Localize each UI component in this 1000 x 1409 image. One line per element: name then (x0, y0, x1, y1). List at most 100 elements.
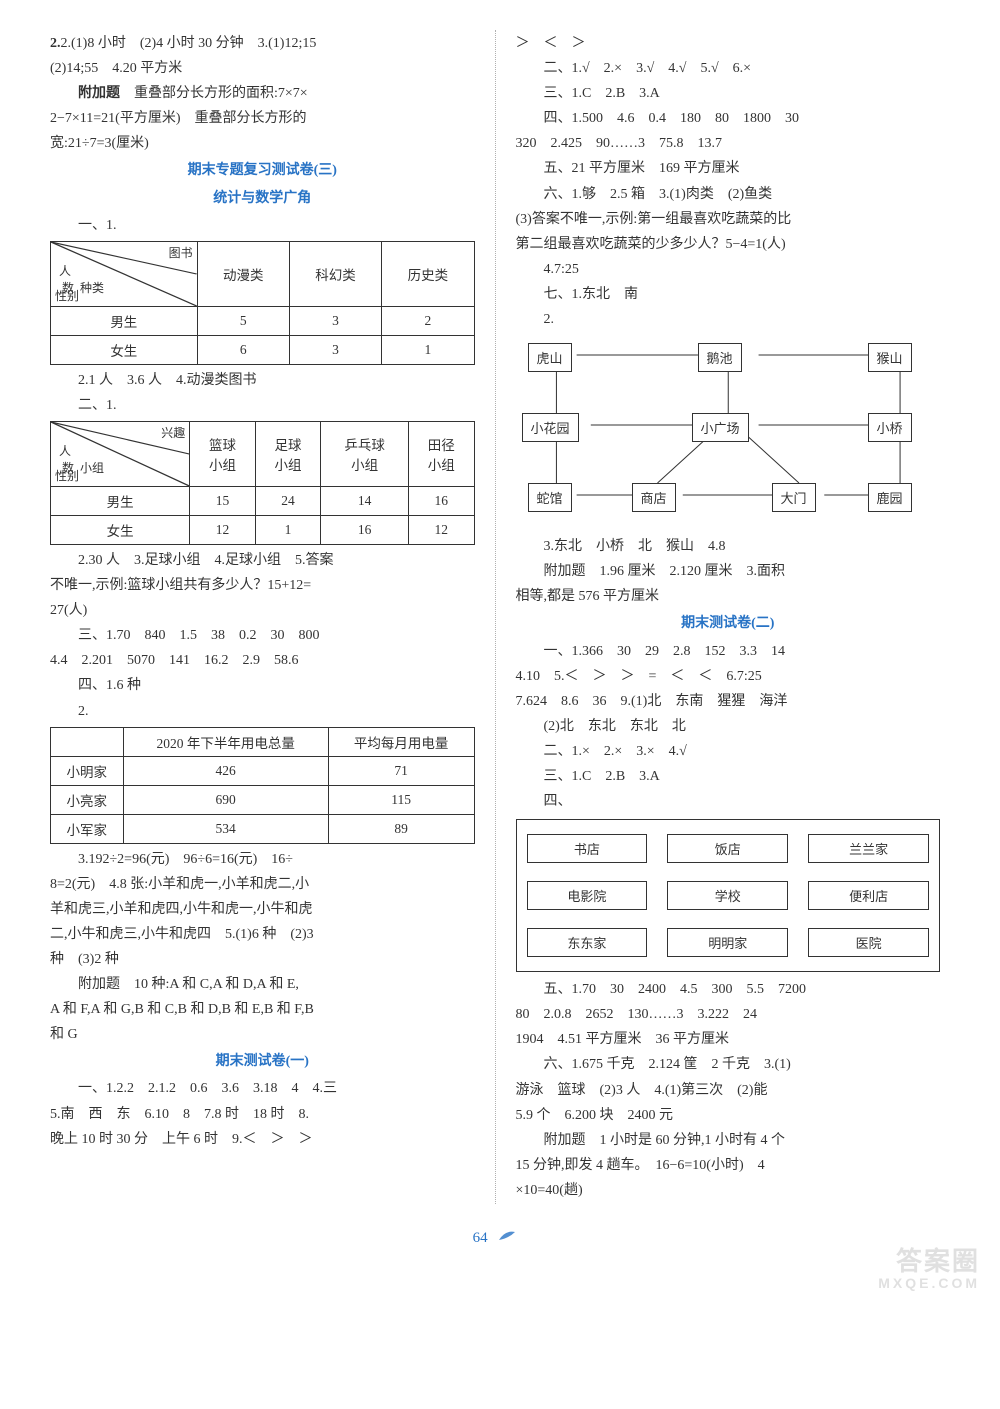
table-row: 小明家42671 (51, 756, 475, 785)
text: 游泳 篮球 (2)3 人 4.(1)第三次 (2)能 (516, 1079, 941, 1102)
section-heading: 统计与数学广角 (50, 187, 475, 210)
map-node: 鹿园 (868, 483, 912, 512)
map-node: 猴山 (868, 343, 912, 372)
text: 5.9 个 6.200 块 2400 元 (516, 1104, 941, 1127)
text: 三、1.70 840 1.5 38 0.2 30 800 (50, 624, 475, 647)
text: 附加题 重叠部分长方形的面积:7×7× (50, 82, 475, 105)
text: 二、1.√ 2.× 3.√ 4.√ 5.√ 6.× (516, 57, 941, 80)
table-electricity: 2020 年下半年用电总量 平均每月用电量 小明家42671 小亮家690115… (50, 727, 475, 844)
text: 和 G (50, 1023, 475, 1046)
text: 7.624 8.6 36 9.(1)北 东南 猩猩 海洋 (516, 690, 941, 713)
text: 三、1.C 2.B 3.A (516, 765, 941, 788)
text: 附加题 1 小时是 60 分钟,1 小时有 4 个 (516, 1129, 941, 1152)
text: 晚上 10 时 30 分 上午 6 时 9.＜ ＞ ＞ (50, 1128, 475, 1151)
table-interests: 兴趣 人 数 小组 性别 篮球小组 足球小组 乒乓球小组 田径小组 男生1524… (50, 421, 475, 545)
col-header: 历史类 (382, 241, 474, 306)
text: 七、1.东北 南 (516, 283, 941, 306)
text: 四、1.6 种 (50, 674, 475, 697)
grid-cell: 兰兰家 (808, 834, 929, 863)
text: 附加题 10 种:A 和 C,A 和 D,A 和 E, (50, 973, 475, 996)
table-row: 女生1211612 (51, 515, 475, 544)
col-header: 乒乓球小组 (321, 421, 409, 486)
section-heading: 期末测试卷(二) (516, 612, 941, 635)
leaf-icon (497, 1228, 517, 1247)
map-node: 虎山 (528, 343, 572, 372)
grid-3x3: 书店 饭店 兰兰家 电影院 学校 便利店 东东家 明明家 医院 (516, 819, 941, 972)
text: 不唯一,示例:篮球小组共有多少人？15+12= (50, 574, 475, 597)
col-header: 田径小组 (408, 421, 474, 486)
grid-cell: 东东家 (527, 928, 648, 957)
text: 相等,都是 576 平方厘米 (516, 585, 941, 608)
text: 四、 (516, 790, 941, 813)
table-row: 男生532 (51, 306, 475, 335)
text: (3)答案不唯一,示例:第一组最喜欢吃蔬菜的比 (516, 208, 941, 231)
text: 2. (516, 308, 941, 331)
text: 二、1. (50, 394, 475, 417)
text: 27(人) (50, 599, 475, 622)
map-node: 商店 (632, 483, 676, 512)
text: 3.192÷2=96(元) 96÷6=16(元) 16÷ (50, 848, 475, 871)
right-column: ＞ ＜ ＞ 二、1.√ 2.× 3.√ 4.√ 5.√ 6.× 三、1.C 2.… (516, 30, 941, 1204)
text: 4.4 2.201 5070 141 16.2 2.9 58.6 (50, 649, 475, 672)
table-books: 图书 人 数 种类 性别 动漫类 科幻类 历史类 男生532 女生631 (50, 241, 475, 365)
text: 五、1.70 30 2400 4.5 300 5.5 7200 (516, 978, 941, 1001)
col-header: 科幻类 (289, 241, 381, 306)
map-node: 蛇馆 (528, 483, 572, 512)
text: 三、1.C 2.B 3.A (516, 82, 941, 105)
left-column: 2.2.(1)8 小时 (2)4 小时 30 分钟 3.(1)12;15 (2)… (50, 30, 475, 1204)
text: 2. (50, 700, 475, 723)
grid-cell: 学校 (667, 881, 788, 910)
map-node: 鹅池 (698, 343, 742, 372)
text: ×10=40(趟) (516, 1179, 941, 1202)
diagonal-header: 图书 人 数 种类 性别 (51, 241, 198, 306)
grid-cell: 电影院 (527, 881, 648, 910)
col-header: 动漫类 (197, 241, 289, 306)
text: 320 2.425 90……3 75.8 13.7 (516, 132, 941, 155)
text: 8=2(元) 4.8 张:小羊和虎一,小羊和虎二,小 (50, 873, 475, 896)
col-header: 足球小组 (255, 421, 321, 486)
text: 第二组最喜欢吃蔬菜的少多少人？5−4=1(人) (516, 233, 941, 256)
text: 二、1.× 2.× 3.× 4.√ (516, 740, 941, 763)
text: 附加题 1.96 厘米 2.120 厘米 3.面积 (516, 560, 941, 583)
text: 4.7:25 (516, 258, 941, 281)
text: A 和 F,A 和 G,B 和 C,B 和 D,B 和 E,B 和 F,B (50, 998, 475, 1021)
grid-cell: 便利店 (808, 881, 929, 910)
section-heading: 期末测试卷(一) (50, 1050, 475, 1073)
text: 2.1 人 3.6 人 4.动漫类图书 (50, 369, 475, 392)
page-number: 64 (50, 1228, 940, 1247)
text: 六、1.675 千克 2.124 筐 2 千克 3.(1) (516, 1053, 941, 1076)
section-heading: 期末专题复习测试卷(三) (50, 159, 475, 182)
text: 2−7×11=21(平方厘米) 重叠部分长方形的 (50, 107, 475, 130)
text: 5.南 西 东 6.10 8 7.8 时 18 时 8. (50, 1103, 475, 1126)
text: 3.东北 小桥 北 猴山 4.8 (516, 535, 941, 558)
table-row: 小亮家690115 (51, 785, 475, 814)
map-node: 小桥 (868, 413, 912, 442)
text: 2.30 人 3.足球小组 4.足球小组 5.答案 (50, 549, 475, 572)
text: 4.10 5.＜ ＞ ＞ = ＜ ＜ 6.7:25 (516, 665, 941, 688)
text: 四、1.500 4.6 0.4 180 80 1800 30 (516, 107, 941, 130)
col-header: 篮球小组 (190, 421, 256, 486)
table-row: 女生631 (51, 335, 475, 364)
text: 二,小牛和虎三,小牛和虎四 5.(1)6 种 (2)3 (50, 923, 475, 946)
map-node: 小花园 (522, 413, 579, 442)
text: ＞ ＜ ＞ (516, 32, 941, 55)
text: (2)14;55 4.20 平方米 (50, 57, 475, 80)
grid-cell: 医院 (808, 928, 929, 957)
text: (2)北 东北 东北 北 (516, 715, 941, 738)
text: 一、1.2.2 2.1.2 0.6 3.6 3.18 4 4.三 (50, 1077, 475, 1100)
column-divider (495, 30, 496, 1204)
table-row: 男生15241416 (51, 486, 475, 515)
diagonal-header: 兴趣 人 数 小组 性别 (51, 421, 190, 486)
map-diagram: 虎山 鹅池 猴山 小花园 小广场 小桥 蛇馆 商店 大门 鹿园 (516, 333, 941, 533)
text: 羊和虎三,小羊和虎四,小牛和虎一,小牛和虎 (50, 898, 475, 921)
text: 种 (3)2 种 (50, 948, 475, 971)
text: 一、1. (50, 214, 475, 237)
map-node: 大门 (772, 483, 816, 512)
text: 2.2.(1)8 小时 (2)4 小时 30 分钟 3.(1)12;15 (50, 32, 475, 55)
text: 1904 4.51 平方厘米 36 平方厘米 (516, 1028, 941, 1051)
text: 五、21 平方厘米 169 平方厘米 (516, 157, 941, 180)
text: 15 分钟,即发 4 趟车。 16−6=10(小时) 4 (516, 1154, 941, 1177)
table-row: 小军家53489 (51, 814, 475, 843)
text: 宽:21÷7=3(厘米) (50, 132, 475, 155)
text: 六、1.够 2.5 箱 3.(1)肉类 (2)鱼类 (516, 183, 941, 206)
